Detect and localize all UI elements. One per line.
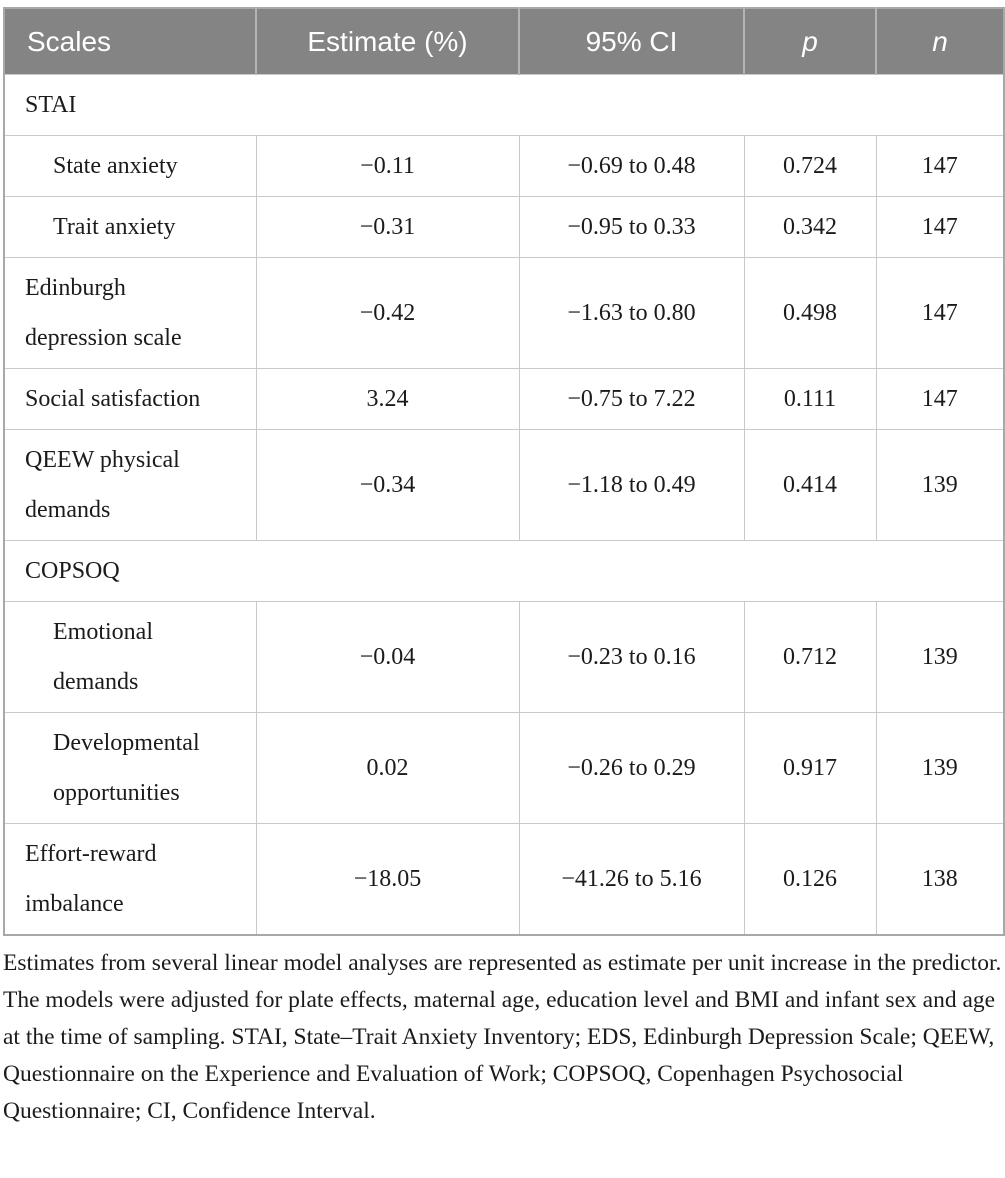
ci-cell: −0.75 to 7.22 (518, 368, 745, 430)
n-cell: 139 (875, 712, 1005, 824)
estimate-cell: −0.42 (255, 257, 520, 369)
p-cell: 0.126 (743, 823, 877, 936)
scale-label-cell: Effort-reward imbalance (3, 823, 257, 936)
ci-cell: −41.26 to 5.16 (518, 823, 745, 936)
section-row-stai: STAI (3, 74, 1005, 136)
ci-cell: −0.23 to 0.16 (518, 601, 745, 713)
estimate-cell: −0.34 (255, 429, 520, 541)
ci-cell: −0.26 to 0.29 (518, 712, 745, 824)
n-cell: 139 (875, 429, 1005, 541)
header-cell-estimate: Estimate (%) (255, 8, 519, 75)
p-cell: 0.414 (743, 429, 877, 541)
estimate-cell: −0.31 (255, 196, 520, 258)
estimate-cell: −0.04 (255, 601, 520, 713)
header-cell-scales: Scales (4, 8, 256, 75)
header-cell-p: p (743, 8, 876, 75)
scale-label-cell: Trait anxiety (3, 196, 257, 258)
ci-cell: −1.63 to 0.80 (518, 257, 745, 369)
header-cell-ci: 95% CI (518, 8, 744, 75)
table-row-social-satisfaction: Social satisfaction 3.24 −0.75 to 7.22 0… (3, 368, 1005, 430)
n-cell: 147 (875, 368, 1005, 430)
p-cell: 0.712 (743, 601, 877, 713)
scale-label-cell: Social satisfaction (3, 368, 257, 430)
scale-label-cell: Developmental opportunities (3, 712, 257, 824)
estimate-cell: −18.05 (255, 823, 520, 936)
ci-cell: −1.18 to 0.49 (518, 429, 745, 541)
estimate-cell: 3.24 (255, 368, 520, 430)
section-label: STAI (3, 74, 1005, 136)
header-cell-n: n (875, 8, 1004, 75)
n-cell: 138 (875, 823, 1005, 936)
paper-table-figure: Scales Estimate (%) 95% CI p n STAI Stat… (3, 7, 1005, 1124)
ci-cell: −0.69 to 0.48 (518, 135, 745, 197)
p-cell: 0.342 (743, 196, 877, 258)
table-row-effort-reward-imbalance: Effort-reward imbalance −18.05 −41.26 to… (3, 823, 1005, 936)
header-row: Scales Estimate (%) 95% CI p n (4, 8, 1004, 75)
table-row-qeew-physical-demands: QEEW physical demands −0.34 −1.18 to 0.4… (3, 429, 1005, 541)
p-cell: 0.917 (743, 712, 877, 824)
scale-label-cell: Edinburgh depression scale (3, 257, 257, 369)
table-row-state-anxiety: State anxiety −0.11 −0.69 to 0.48 0.724 … (3, 135, 1005, 197)
n-cell: 147 (875, 135, 1005, 197)
estimate-cell: 0.02 (255, 712, 520, 824)
section-label: COPSOQ (3, 540, 1005, 602)
results-table: Scales Estimate (%) 95% CI p n STAI Stat… (3, 7, 1005, 936)
table-footnote: Estimates from several linear model anal… (3, 950, 1002, 1124)
estimate-cell: −0.11 (255, 135, 520, 197)
section-row-copsoq: COPSOQ (3, 540, 1005, 602)
n-cell: 139 (875, 601, 1005, 713)
scale-label-cell: State anxiety (3, 135, 257, 197)
scale-label-cell: QEEW physical demands (3, 429, 257, 541)
scale-label-cell: Emotional demands (3, 601, 257, 713)
ci-cell: −0.95 to 0.33 (518, 196, 745, 258)
p-cell: 0.498 (743, 257, 877, 369)
p-cell: 0.111 (743, 368, 877, 430)
n-cell: 147 (875, 257, 1005, 369)
table-row-emotional-demands: Emotional demands −0.04 −0.23 to 0.16 0.… (3, 601, 1005, 713)
table-row-trait-anxiety: Trait anxiety −0.31 −0.95 to 0.33 0.342 … (3, 196, 1005, 258)
p-cell: 0.724 (743, 135, 877, 197)
n-cell: 147 (875, 196, 1005, 258)
table-row-edinburgh-depression-scale: Edinburgh depression scale −0.42 −1.63 t… (3, 257, 1005, 369)
table-row-developmental-opportunities: Developmental opportunities 0.02 −0.26 t… (3, 712, 1005, 824)
